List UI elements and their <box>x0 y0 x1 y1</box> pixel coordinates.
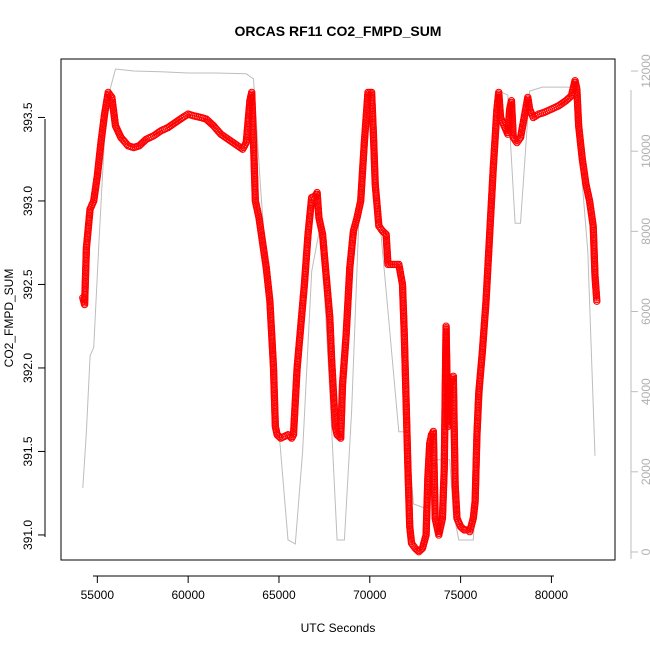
y2-tick-label: 8000 <box>639 218 650 245</box>
x-tick-label: 55000 <box>81 588 115 602</box>
co2-data-point <box>512 137 520 145</box>
co2-data-point <box>515 135 524 143</box>
co2-data-point <box>275 433 284 441</box>
x-tick-label: 60000 <box>171 588 205 602</box>
y2-tick-label: 10000 <box>639 134 650 168</box>
y2-tick-label: 2000 <box>639 458 650 485</box>
x-tick-label: 75000 <box>444 588 478 602</box>
x-tick-label: 80000 <box>535 588 569 602</box>
co2-series-line <box>82 80 598 553</box>
co2-data-point <box>182 111 191 119</box>
y2-tick-label: 0 <box>639 548 650 555</box>
co2-data-point <box>413 546 422 555</box>
y-tick-label: 393.5 <box>21 102 35 132</box>
x-tick-label: 70000 <box>353 588 387 602</box>
chart-title: ORCAS RF11 CO2_FMPD_SUM <box>235 23 442 39</box>
x-tick-label: 65000 <box>262 588 296 602</box>
y-tick-label: 393.0 <box>21 186 35 216</box>
y2-tick-label: 6000 <box>639 298 650 325</box>
y-tick-label: 392.0 <box>21 353 35 383</box>
x-axis-title: UTC Seconds <box>301 621 376 635</box>
co2-data-point <box>593 297 601 305</box>
co2-data-point <box>178 113 187 122</box>
y2-tick-label: 4000 <box>639 378 650 405</box>
co2-data-point <box>529 113 537 122</box>
co2-data-point <box>180 112 189 121</box>
y-tick-label: 392.5 <box>21 269 35 299</box>
y2-ticks-group: 0 2000 4000 6000 8000 10000 12000 <box>631 54 650 555</box>
co2-data-point <box>106 92 115 100</box>
y-ticks-group: 391.0 391.5 392.0 392.5 393.0 393.5 <box>21 102 45 550</box>
y-axis-title: CO2_FMPD_SUM <box>2 269 16 368</box>
y-tick-label: 391.5 <box>21 436 35 466</box>
x-ticks-group: 55000 60000 65000 70000 75000 80000 <box>81 576 569 602</box>
y-tick-label: 391.0 <box>21 520 35 550</box>
y2-tick-label: 12000 <box>639 54 650 88</box>
series-layer <box>79 68 601 556</box>
plot-frame <box>60 58 616 561</box>
